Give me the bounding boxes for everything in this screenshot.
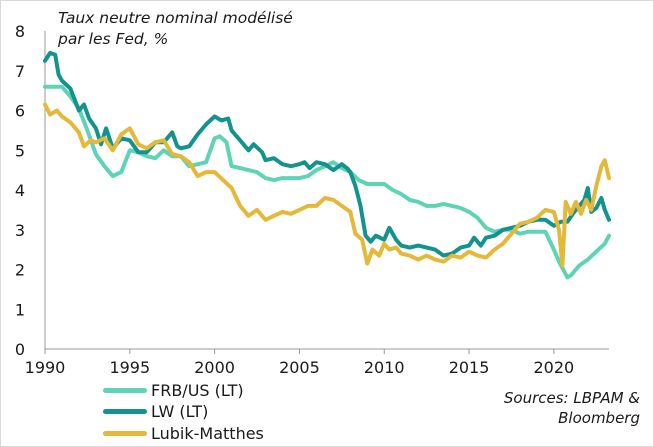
series-layer bbox=[43, 50, 611, 280]
series-line-0 bbox=[43, 84, 611, 280]
legend-item-lw: LW (LT) bbox=[103, 401, 208, 421]
x-tick-label: 2015 bbox=[449, 358, 490, 377]
y-tick-label: 0 bbox=[15, 340, 25, 359]
y-tick-label: 3 bbox=[15, 221, 25, 240]
source-note-line-2: Bloomberg bbox=[558, 409, 640, 427]
legend-label-lubik-matthes: Lubik-Matthes bbox=[151, 423, 264, 443]
legend-swatch-lw bbox=[103, 408, 147, 414]
x-tick-label: 1990 bbox=[25, 358, 66, 377]
series-line-2 bbox=[43, 102, 611, 268]
y-tick-label: 1 bbox=[15, 300, 25, 319]
y-tick-label: 7 bbox=[15, 62, 25, 81]
x-tick-label: 2000 bbox=[194, 358, 235, 377]
y-tick-label: 2 bbox=[15, 261, 25, 280]
source-note-line-1: Sources: LBPAM & bbox=[503, 389, 640, 407]
axes: 0 1 2 3 4 5 6 7 8 1990 1995 2000 2005 2010 2015 2020 bbox=[15, 22, 609, 377]
chart-title-line-1: Taux neutre nominal modélisé bbox=[58, 9, 293, 27]
chart-title-line-2: par les Fed, % bbox=[58, 30, 169, 48]
legend-item-frbus: FRB/US (LT) bbox=[103, 380, 244, 400]
x-tick-label: 2005 bbox=[279, 358, 320, 377]
y-tick-label: 5 bbox=[15, 141, 25, 160]
legend-item-lubik-matthes: Lubik-Matthes bbox=[103, 423, 264, 443]
y-tick-label: 8 bbox=[15, 22, 25, 41]
legend-label-frbus: FRB/US (LT) bbox=[151, 380, 244, 400]
y-tick-label: 6 bbox=[15, 102, 25, 121]
legend-swatch-frbus bbox=[103, 387, 147, 393]
legend-label-lw: LW (LT) bbox=[151, 401, 209, 421]
x-tick-label: 2020 bbox=[534, 358, 575, 377]
x-tick-label: 1995 bbox=[109, 358, 150, 377]
legend-swatch-lubik-matthes bbox=[103, 430, 147, 436]
x-tick-label: 2010 bbox=[364, 358, 405, 377]
y-tick-label: 4 bbox=[15, 181, 25, 200]
